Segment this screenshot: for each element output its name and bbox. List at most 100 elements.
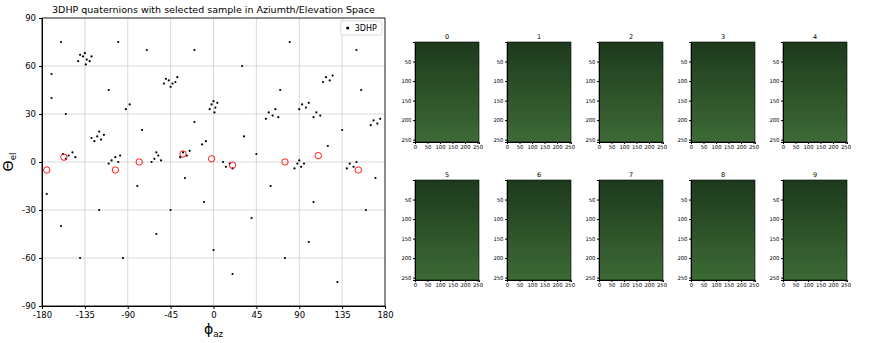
tick: 250 — [473, 280, 484, 288]
tick: 250 — [585, 275, 599, 281]
tick-mark — [597, 62, 599, 63]
tick: 0 — [598, 142, 602, 150]
point — [193, 49, 195, 51]
point — [96, 135, 98, 137]
tick: 45 — [251, 306, 262, 320]
point — [165, 78, 167, 80]
tick: 200 — [552, 280, 563, 288]
point — [301, 103, 303, 105]
tick: 250 — [473, 142, 484, 150]
tick-mark — [413, 200, 415, 201]
tick-mark — [689, 239, 691, 240]
point — [243, 135, 245, 137]
tick-mark — [597, 200, 599, 201]
image-frame — [691, 180, 755, 280]
tick: 200 — [401, 117, 415, 123]
tick-label: 50 — [701, 282, 708, 288]
point — [325, 76, 327, 78]
chart-title: 3DHP quaternions with selected sample in… — [52, 4, 375, 15]
tick-mark — [413, 219, 415, 220]
tick-label: 0 — [690, 144, 694, 150]
point — [60, 41, 62, 43]
tick: 100 — [619, 280, 630, 288]
axis-line — [597, 181, 600, 281]
tick: 250 — [769, 137, 783, 143]
tick-label: 100 — [769, 216, 780, 222]
axis: 050100150200250 — [782, 142, 852, 150]
tick: 150 — [448, 142, 459, 150]
tick-label: 200 — [828, 282, 839, 288]
tick-mark — [781, 62, 783, 63]
tick-mark — [597, 140, 599, 141]
point — [209, 108, 211, 110]
tick-label: 50 — [497, 59, 504, 65]
point — [170, 86, 172, 88]
grid-line — [42, 258, 385, 259]
image-frame — [507, 180, 571, 280]
legend-box — [341, 21, 382, 35]
tick-label: 0 — [211, 310, 216, 320]
selected-point — [229, 162, 235, 168]
tick-mark — [781, 140, 783, 141]
tick-mark — [413, 258, 415, 259]
tick-mark — [413, 120, 415, 121]
tick-label: 150 — [401, 236, 412, 242]
tick: 200 — [460, 280, 471, 288]
tick: 90 — [294, 306, 305, 320]
tick-mark — [171, 306, 172, 309]
point — [201, 143, 203, 145]
tick-label: 200 — [401, 117, 412, 123]
panel-title: 7 — [629, 171, 633, 179]
tick-label: 150 — [677, 98, 688, 104]
panel-title: 3 — [721, 33, 725, 41]
tick-mark — [689, 62, 691, 63]
point — [90, 137, 92, 139]
tick: 200 — [828, 142, 839, 150]
point — [86, 59, 88, 61]
tick-label: 250 — [657, 144, 668, 150]
tick-label: 150 — [677, 236, 688, 242]
tick-label: 150 — [585, 236, 596, 242]
tick: 200 — [644, 142, 655, 150]
tick-label: 100 — [435, 282, 446, 288]
point — [277, 116, 279, 118]
x-axis-title: ϕaz — [204, 321, 224, 339]
tick-label: 60 — [25, 61, 36, 71]
point — [68, 155, 70, 157]
point — [117, 161, 119, 163]
image-panel: 050100150200250501001502002507 — [585, 171, 667, 288]
panel-title: 8 — [721, 171, 725, 179]
tick: 150 — [816, 142, 827, 150]
tick: 200 — [769, 117, 783, 123]
point — [293, 167, 295, 169]
tick-label: 150 — [724, 144, 735, 150]
tick-label: 100 — [527, 282, 538, 288]
point — [98, 131, 100, 133]
point — [255, 153, 257, 155]
point — [210, 103, 212, 105]
tick-label: 250 — [565, 282, 576, 288]
grid-line — [42, 66, 385, 67]
tick: 0 — [414, 142, 418, 150]
tick: 135 — [335, 306, 351, 320]
tick-label: 100 — [619, 144, 630, 150]
grid-line — [42, 114, 385, 115]
image-panel: 050100150200250501001502002503 — [677, 33, 759, 150]
tick-mark — [39, 258, 42, 259]
tick: 100 — [769, 216, 783, 222]
point — [298, 159, 300, 161]
tick: 50 — [609, 280, 616, 288]
tick-label: -180 — [33, 310, 52, 320]
image — [599, 42, 663, 142]
tick-label: 50 — [425, 282, 432, 288]
tick-label: 50 — [589, 59, 596, 65]
tick-mark — [39, 66, 42, 67]
point — [193, 121, 195, 123]
axis: 050100150200250 — [690, 280, 760, 288]
tick-label: 50 — [681, 197, 688, 203]
point — [216, 102, 218, 104]
point — [372, 119, 374, 121]
image-panel: 050100150200250501001502002508 — [677, 171, 759, 288]
axis: 050100150200250 — [598, 142, 668, 150]
tick: 250 — [749, 280, 760, 288]
